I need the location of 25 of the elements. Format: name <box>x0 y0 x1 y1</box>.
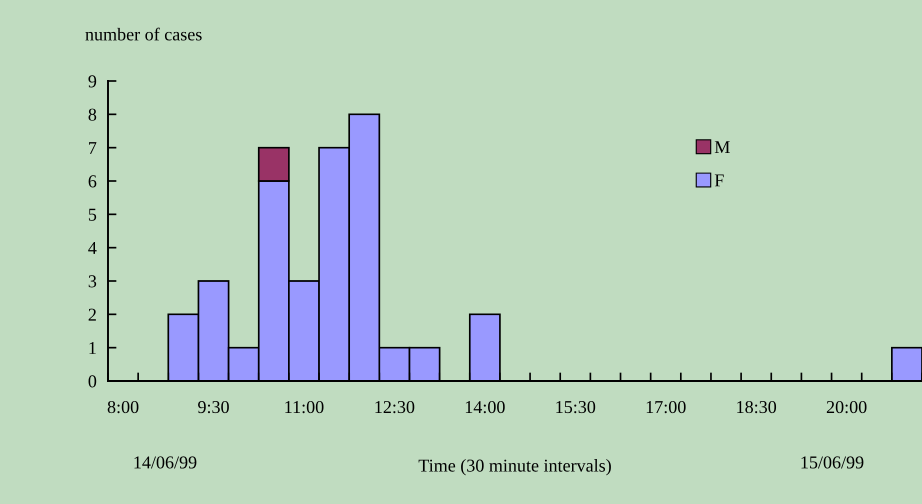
y-axis-title: number of cases <box>85 28 202 41</box>
x-tick-label: 12:30 <box>375 400 414 414</box>
x-tick-label: 8:00 <box>108 400 138 414</box>
y-tick-label: 8 <box>88 108 96 121</box>
x-axis-title: Time (30 minute intervals) <box>418 459 611 476</box>
y-tick-label: 9 <box>88 75 96 88</box>
x-tick-label: 17:00 <box>646 400 686 414</box>
legend-label: F <box>714 174 724 186</box>
x-tick-label: 20:00 <box>826 400 867 414</box>
x-tick-label: 18:30 <box>737 400 776 414</box>
y-tick-label: 7 <box>89 142 96 154</box>
y-tick-label: 5 <box>88 208 96 221</box>
y-tick-label: 3 <box>88 275 96 288</box>
x-tick-label: 14:00 <box>466 400 505 414</box>
x-tick-label: 11:00 <box>285 400 324 414</box>
y-tick-label: 2 <box>88 308 96 321</box>
text: 14/06/99 <box>134 456 196 469</box>
legend-label: M <box>714 141 730 154</box>
y-tick-label: 6 <box>88 175 96 188</box>
y-tick-label: 4 <box>88 242 97 254</box>
y-tick-label: 1 <box>89 342 96 354</box>
text: 15/06/99 <box>801 456 864 469</box>
x-tick-label: 9:30 <box>198 400 229 414</box>
x-tick-label: 15:30 <box>556 400 596 414</box>
y-tick-label: 0 <box>88 375 96 388</box>
